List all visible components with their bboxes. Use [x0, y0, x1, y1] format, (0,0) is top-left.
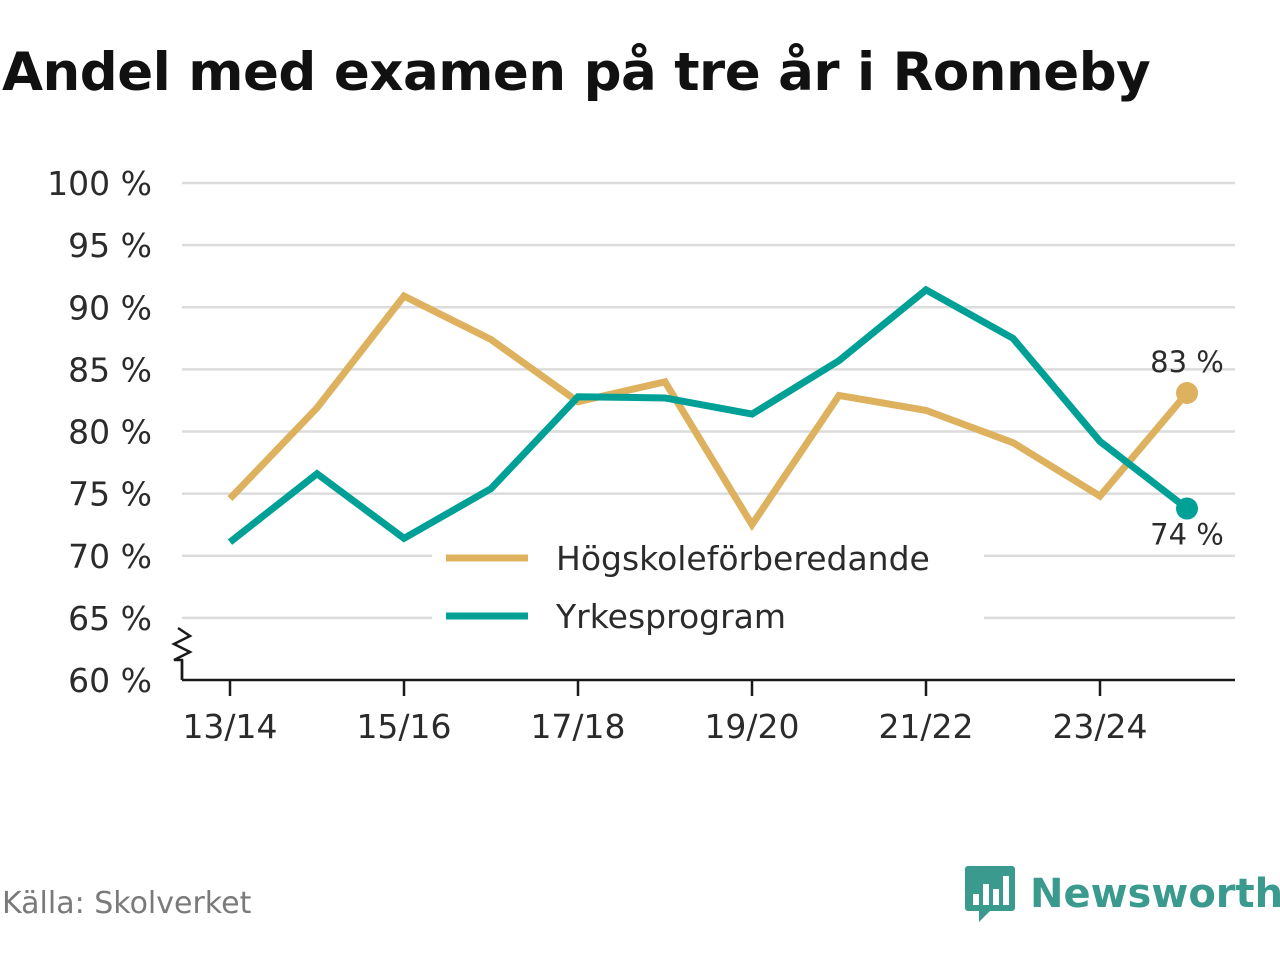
y-tick-label-85: 85 % — [68, 350, 152, 389]
brand-name: Newsworthy — [1030, 871, 1280, 917]
x-tick-label-13-14: 13/14 — [182, 707, 277, 746]
legend: Högskoleförberedande Yrkesprogram — [432, 527, 984, 637]
chart-title: Andel med examen på tre år i Ronneby — [2, 42, 1151, 103]
series-end-marker-2 — [1176, 497, 1198, 520]
y-tick-label-75: 75 % — [68, 475, 152, 514]
x-tick-label-15-16: 15/16 — [356, 707, 451, 746]
x-tick-label-23-24: 23/24 — [1052, 707, 1147, 746]
x-axis — [171, 626, 1235, 696]
y-tick-label-100: 100 % — [47, 164, 152, 203]
newsworthy-logo-icon — [965, 866, 1015, 922]
brand-logo: Newsworthy — [964, 864, 1280, 924]
series-end-marker-1 — [1176, 381, 1198, 404]
y-tick-label-90: 90 % — [68, 288, 152, 327]
y-tick-label-80: 80 % — [68, 413, 152, 452]
axis-break-marker — [171, 626, 193, 680]
series-line-1 — [227, 291, 1190, 532]
source-credit: Källa: Skolverket — [2, 886, 252, 921]
x-tick-label-21-22: 21/22 — [878, 707, 973, 746]
end-label-2: 74 % — [1150, 518, 1224, 552]
y-tick-label-70: 70 % — [68, 537, 152, 576]
y-tick-label-95: 95 % — [68, 226, 152, 265]
x-axis-ticks: 13/14 15/16 17/18 19/20 21/22 23/24 — [182, 707, 1147, 746]
end-label-1: 83 % — [1150, 345, 1224, 379]
y-axis-ticks: 60 % 65 % 70 % 75 % 80 % 85 % 90 % 95 % 100 % — [47, 164, 152, 700]
legend-label-2: Yrkesprogram — [555, 597, 786, 636]
x-tick-label-17-18: 17/18 — [530, 707, 625, 746]
x-tick-label-19-20: 19/20 — [704, 707, 799, 746]
series-line-2 — [227, 285, 1190, 545]
series-lines — [227, 285, 1198, 545]
line-chart: 60 % 65 % 70 % 75 % 80 % 85 % 90 % 95 % 100 % 13… — [47, 164, 1235, 746]
end-labels: 83 % 74 % — [1150, 345, 1224, 552]
y-tick-label-60: 60 % — [68, 661, 152, 700]
y-tick-label-65: 65 % — [68, 599, 152, 638]
legend-label-1: Högskoleförberedande — [556, 539, 930, 578]
